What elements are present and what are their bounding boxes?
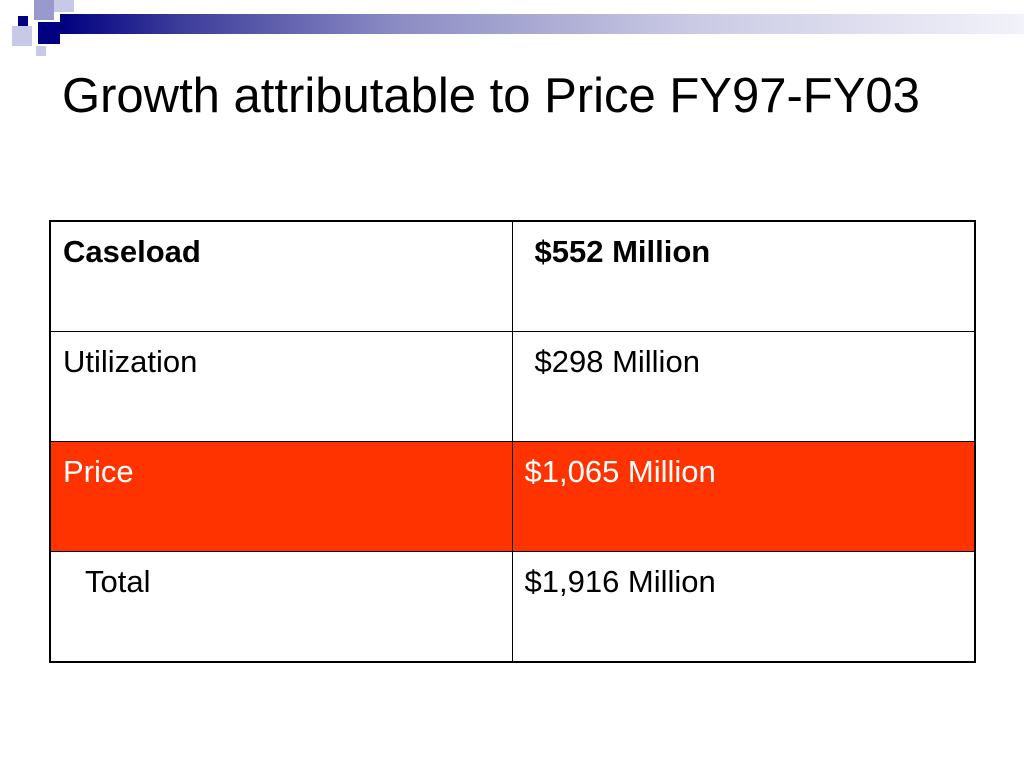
- decor-square-lavender-2: [54, 0, 74, 12]
- row-label-utilization: Utilization: [49, 331, 513, 442]
- row-value-caseload: $552 Million: [511, 220, 976, 332]
- decor-square-lavender-dark: [34, 0, 54, 20]
- row-label-price: Price: [49, 441, 513, 552]
- decor-square-navy-large: [38, 22, 60, 44]
- row-value-utilization: $298 Million: [511, 331, 976, 442]
- decor-square-navy-small: [18, 16, 28, 26]
- slide-title: Growth attributable to Price FY97-FY03: [62, 69, 920, 123]
- table-row-caseload: Caseload $552 Million: [49, 220, 976, 332]
- decor-square-lavender-3: [36, 46, 46, 56]
- decor-square-lavender: [12, 26, 32, 46]
- row-value-total: $1,916 Million: [511, 551, 976, 663]
- row-value-price: $1,065 Million: [511, 441, 976, 552]
- table-row-total: Total $1,916 Million: [49, 551, 976, 663]
- header-gradient-bar: [60, 14, 1024, 34]
- table-row-price: Price $1,065 Million: [49, 441, 976, 552]
- growth-table: Caseload $552 Million Utilization $298 M…: [49, 220, 976, 663]
- row-label-total: Total: [49, 551, 513, 663]
- table-row-utilization: Utilization $298 Million: [49, 331, 976, 442]
- row-label-caseload: Caseload: [49, 220, 513, 332]
